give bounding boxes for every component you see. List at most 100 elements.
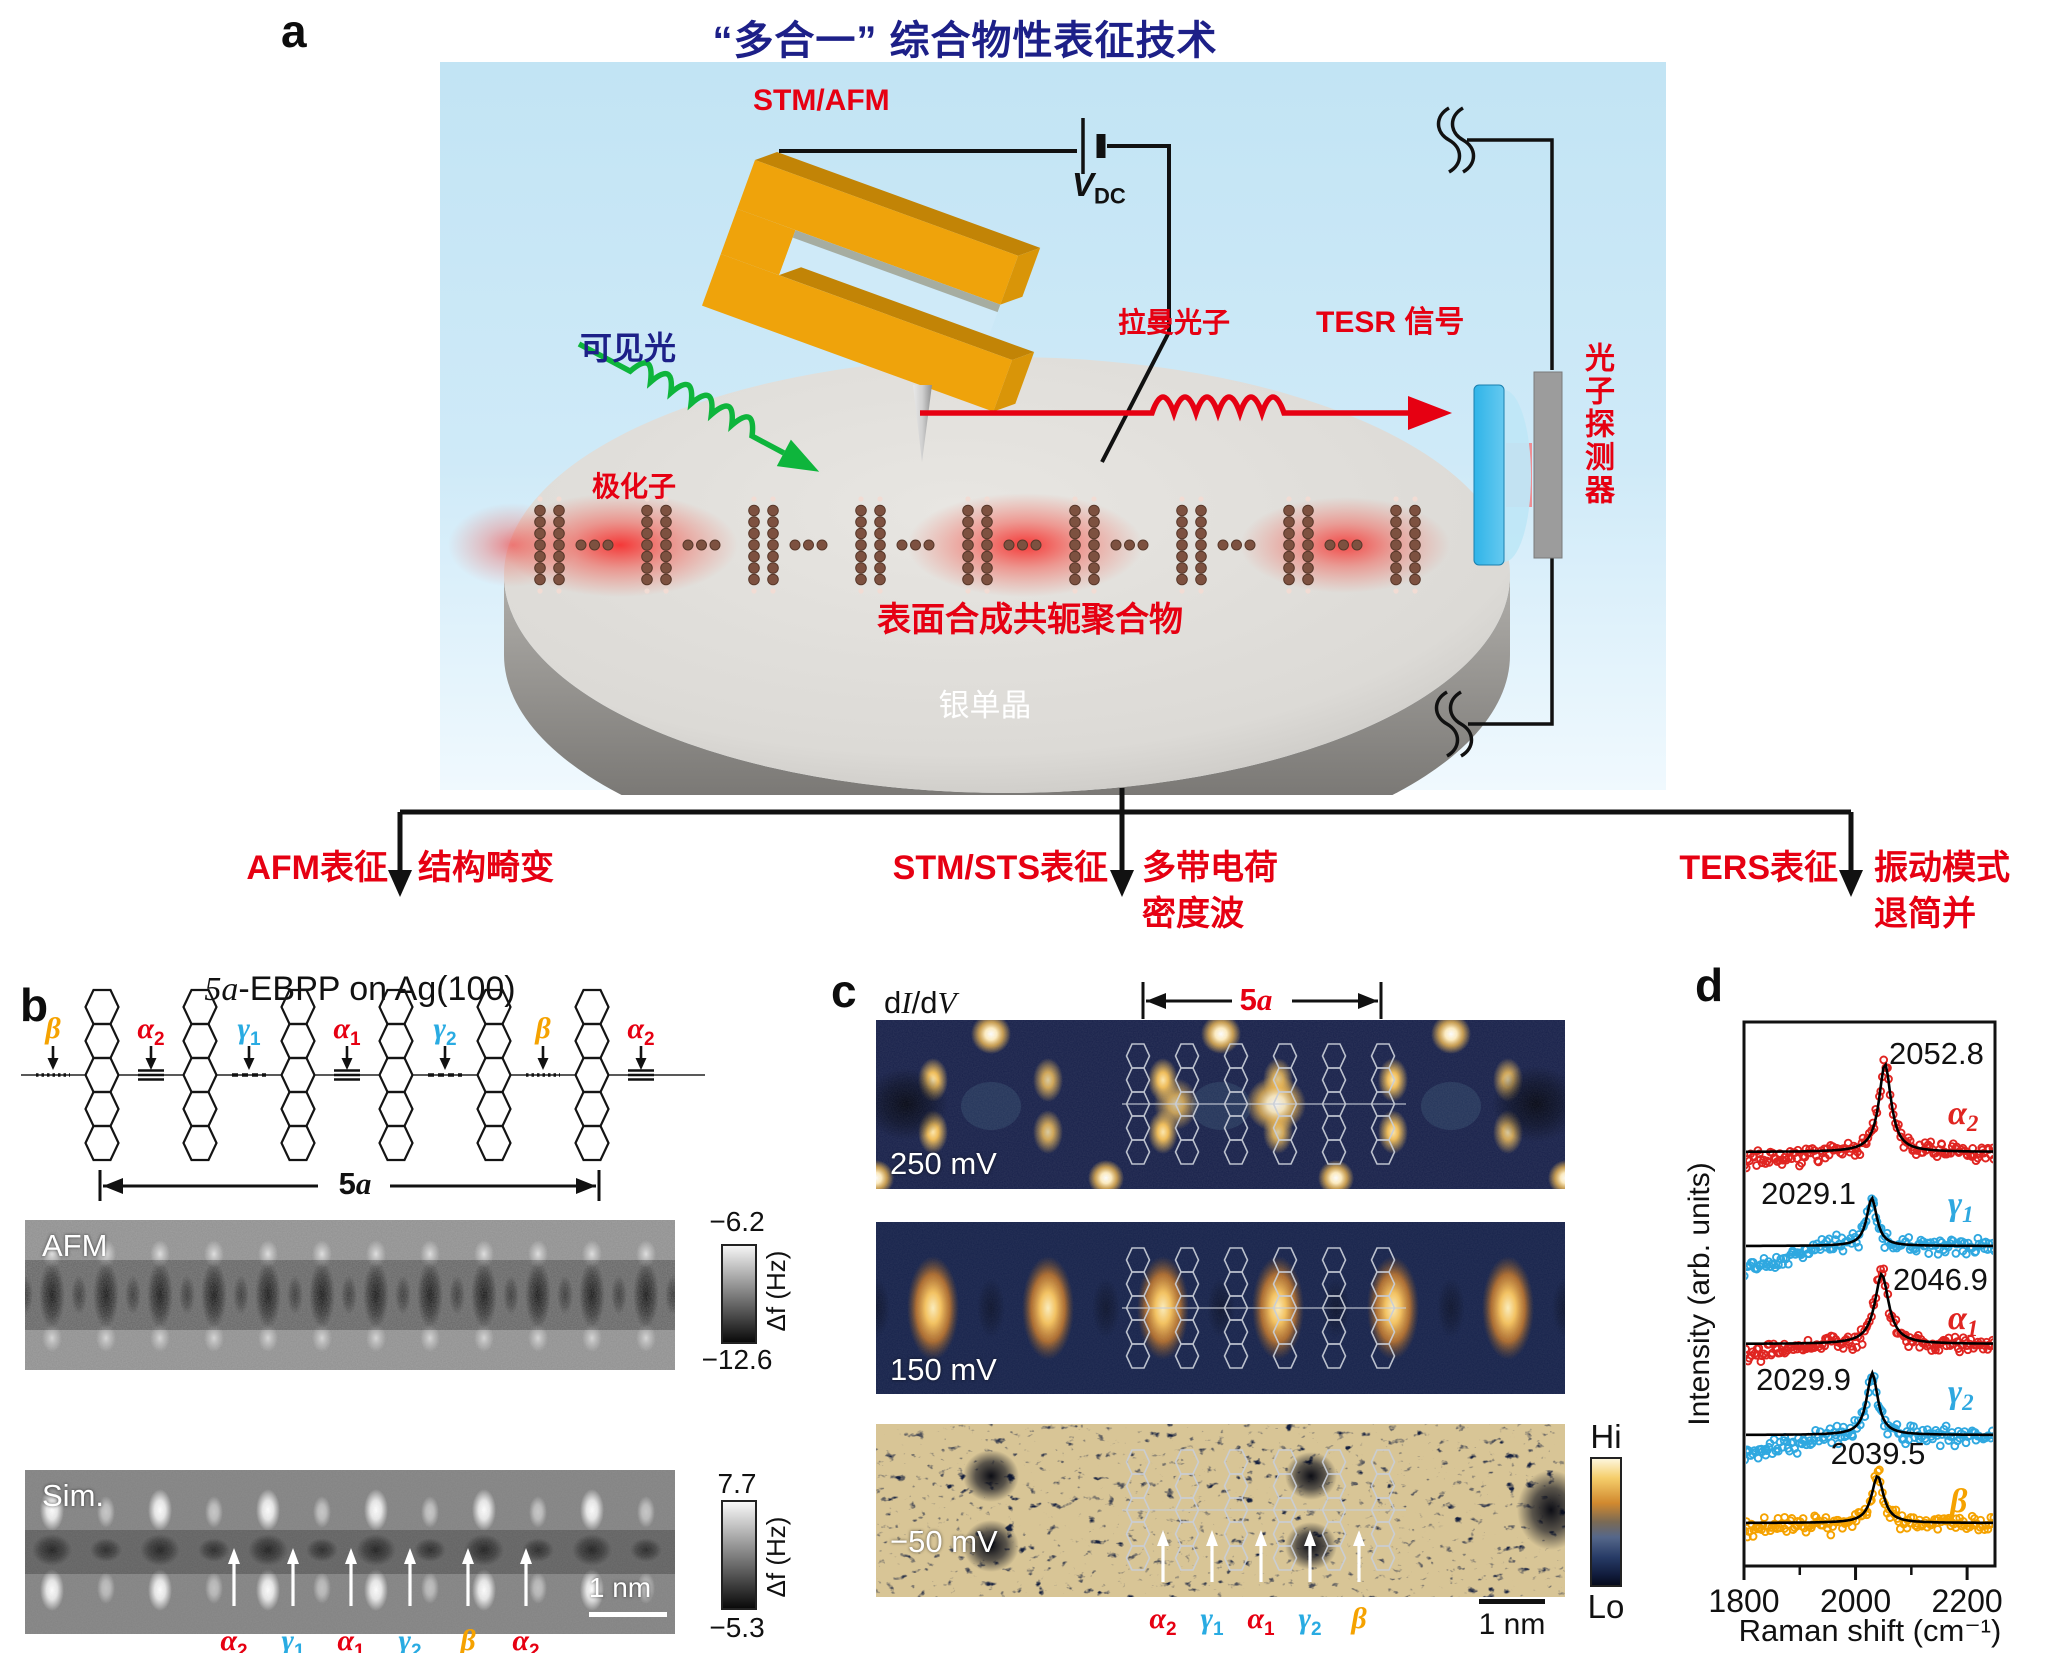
lens-icon xyxy=(1473,384,1505,566)
unit-cell-span-c-arrows xyxy=(1141,982,1383,1019)
site-label-c-1: γ1 xyxy=(1200,1602,1224,1640)
afm-image xyxy=(25,1220,675,1370)
detector-circuit-wire xyxy=(1434,106,1554,758)
substrate-label: 银单晶 xyxy=(938,688,1032,723)
polymer-chain xyxy=(534,496,1421,594)
sim-colorbar-min: −5.3 xyxy=(709,1612,765,1643)
stm-tip xyxy=(913,385,932,462)
branch-result-ters-1: 振动模式 xyxy=(1874,849,2010,887)
bond-label-0: β xyxy=(45,1012,61,1045)
down-arrow-icon xyxy=(388,870,412,897)
svg-text:2029.9: 2029.9 xyxy=(1756,1362,1851,1397)
colorbar-hi-label: Hi xyxy=(1590,1418,1622,1455)
photon-detector-label: 光子探测器 xyxy=(1580,342,1613,507)
bond-label-5: β xyxy=(535,1012,551,1045)
panel-c-label: c xyxy=(831,965,857,1017)
site-arrows xyxy=(1157,1530,1365,1582)
site-label-b-5: α2 xyxy=(512,1624,540,1653)
bond-label-1: α2 xyxy=(137,1012,165,1050)
site-label-b-4: β xyxy=(460,1624,476,1653)
sim-colorbar xyxy=(721,1500,757,1610)
bias-label: VDC xyxy=(1072,166,1126,209)
panel-a-schematic xyxy=(440,62,1666,795)
sim-image xyxy=(25,1470,675,1634)
site-label-c-3: γ2 xyxy=(1298,1602,1322,1640)
didv-map-150mv xyxy=(876,1222,1565,1394)
afm-colorbar-max: −6.2 xyxy=(709,1206,765,1237)
raman-photon-label: 拉曼光子 xyxy=(1118,307,1231,338)
down-arrow-icon xyxy=(1110,870,1134,897)
sim-image-label: Sim. xyxy=(42,1478,104,1513)
sim-scalebar-label: 1 nm xyxy=(588,1572,652,1603)
sim-colorbar-axis: Δf (Hz) xyxy=(761,1516,791,1598)
colorbar-lo-label: Lo xyxy=(1587,1588,1625,1625)
panel-b-label: b xyxy=(20,979,49,1031)
site-label-c-4: β xyxy=(1351,1602,1367,1635)
afm-colorbar xyxy=(721,1244,757,1344)
battery-icon xyxy=(1081,118,1106,174)
panel-a-label: a xyxy=(281,5,307,57)
panel-a-title: “多合一” 综合物性表征技术 xyxy=(712,19,1218,63)
probe-label: STM/AFM xyxy=(753,84,890,117)
down-arrow-icon xyxy=(1839,870,1863,897)
bond-label-3: α1 xyxy=(333,1012,361,1050)
svg-text:2000: 2000 xyxy=(1820,1583,1891,1619)
svg-text:1800: 1800 xyxy=(1708,1583,1779,1619)
bias-circuit-wire xyxy=(779,144,1171,463)
detector-plate xyxy=(1533,371,1563,559)
afm-image-label: AFM xyxy=(42,1228,108,1263)
didv-label: dI/dV xyxy=(884,985,957,1020)
visible-light-label: 可见光 xyxy=(580,330,677,366)
site-label-b-1: γ1 xyxy=(281,1624,305,1653)
polymer-label: 表面合成共轭聚合物 xyxy=(877,601,1183,639)
unit-cell-span-b: 5a xyxy=(322,1166,388,1202)
site-label-b-0: α2 xyxy=(220,1624,248,1653)
sim-colorbar-max: 7.7 xyxy=(717,1468,757,1499)
site-label-b-3: γ2 xyxy=(398,1624,422,1653)
chemical-structure xyxy=(21,988,705,1201)
bond-label-6: α2 xyxy=(627,1012,655,1050)
scalebar-c-label: 1 nm xyxy=(1478,1608,1546,1641)
svg-text:2052.8: 2052.8 xyxy=(1889,1036,1984,1071)
site-label-c-2: α1 xyxy=(1247,1602,1275,1640)
map-bias-150: 150 mV xyxy=(890,1352,997,1387)
didv-map-minus50mv xyxy=(876,1424,1565,1597)
svg-text:2046.9: 2046.9 xyxy=(1893,1262,1988,1297)
branch-result-afm: 结构畸变 xyxy=(418,849,554,887)
didv-map-250mv xyxy=(876,1020,1565,1189)
x-axis-label: Raman shift (cm⁻¹) xyxy=(1738,1613,2002,1648)
svg-text:2029.1: 2029.1 xyxy=(1761,1176,1856,1211)
branch-result-sts-2: 密度波 xyxy=(1142,895,1244,933)
branch-result-ters-2: 退简并 xyxy=(1874,895,1976,933)
svg-text:β: β xyxy=(1948,1483,1968,1520)
branch-connector xyxy=(388,788,1863,897)
raman-beam-icon xyxy=(920,394,1452,430)
polaron-label: 极化子 xyxy=(592,471,677,502)
scalebar-c xyxy=(1479,1599,1545,1604)
site-label-c-0: α2 xyxy=(1149,1602,1177,1640)
visible-light-beam-icon xyxy=(577,341,820,472)
branch-method-afm: AFM表征 xyxy=(246,849,388,887)
y-axis-label: Intensity (arb. units) xyxy=(1683,1162,1716,1426)
hi-lo-colorbar xyxy=(1590,1457,1622,1587)
svg-text:2039.5: 2039.5 xyxy=(1831,1436,1926,1471)
bond-label-2: γ1 xyxy=(237,1012,261,1050)
panel-d-label: d xyxy=(1695,959,1724,1011)
break-squiggle-icon xyxy=(1436,106,1462,174)
branch-method-ters: TERS表征 xyxy=(1679,849,1838,887)
afm-colorbar-min: −12.6 xyxy=(701,1344,773,1375)
lens-bulge xyxy=(1504,390,1531,562)
branch-result-sts-1: 多带电荷 xyxy=(1142,849,1278,887)
bond-label-4: γ2 xyxy=(433,1012,457,1050)
unit-cell-span-c: 5a xyxy=(1239,982,1273,1017)
svg-defs xyxy=(0,0,2,2)
map-bias-250: 250 mV xyxy=(890,1146,997,1181)
tesr-signal-label: TESR 信号 xyxy=(1316,306,1465,339)
site-label-b-2: α1 xyxy=(337,1624,365,1653)
map-bias-minus50: −50 mV xyxy=(890,1524,998,1559)
sim-scalebar xyxy=(589,1612,667,1617)
photon-detector-assembly xyxy=(1473,371,1563,566)
site-arrows xyxy=(228,1548,532,1606)
